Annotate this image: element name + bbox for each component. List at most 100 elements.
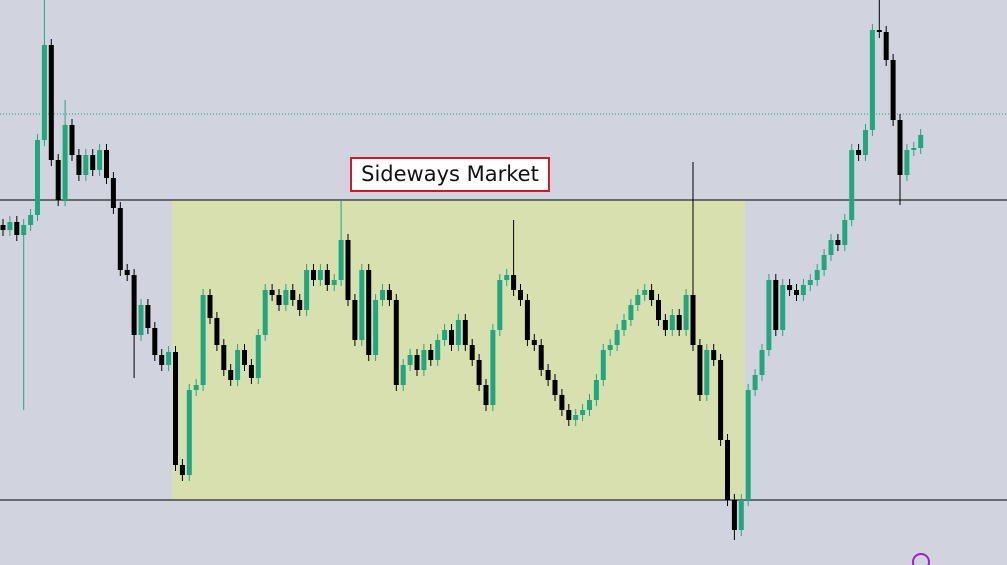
candle-body	[835, 240, 841, 245]
candle-body	[262, 290, 268, 335]
candle-body	[207, 295, 213, 318]
candle-body	[373, 300, 379, 355]
candle-body	[97, 150, 103, 170]
candle-body	[752, 375, 758, 390]
icon[interactable]	[912, 553, 930, 565]
candle-body	[393, 300, 399, 385]
candle-body	[283, 290, 289, 305]
candle-body	[780, 285, 786, 330]
candle-body	[545, 370, 551, 380]
candle-body	[483, 385, 489, 405]
candle-body	[186, 390, 192, 475]
candle-body	[587, 400, 592, 410]
candle-body	[435, 340, 441, 360]
candle-body	[794, 290, 799, 295]
candle-body	[290, 290, 296, 300]
candle-body	[731, 500, 737, 530]
candle-body	[331, 280, 337, 285]
candle-body	[28, 215, 34, 225]
candle-body	[690, 295, 696, 345]
candle-body	[359, 270, 365, 340]
candle-body	[911, 148, 917, 150]
candle-body	[14, 222, 20, 235]
candle-body	[242, 350, 247, 365]
candle-body	[807, 280, 813, 285]
candle-body	[738, 500, 744, 530]
candle-body	[304, 270, 310, 310]
candle-body	[166, 352, 172, 365]
candle-body	[110, 178, 116, 208]
candle-body	[918, 135, 924, 148]
candle-body	[821, 255, 827, 270]
candle-body	[490, 330, 496, 405]
candle-body	[497, 280, 503, 330]
annotation-box	[350, 157, 550, 192]
candle-body	[711, 350, 717, 360]
candle-body	[849, 150, 855, 220]
candle-body	[635, 295, 641, 305]
candle-body	[345, 240, 351, 300]
candle-body	[138, 305, 144, 335]
candle-body	[476, 360, 482, 385]
candle-body	[221, 345, 227, 370]
candle-body	[152, 328, 158, 355]
candle-body	[669, 315, 675, 330]
candle-body	[462, 320, 468, 345]
candle-body	[428, 350, 434, 360]
candle-body	[455, 320, 461, 345]
candle-body	[580, 410, 586, 415]
candle-body	[41, 45, 47, 140]
candle-body	[145, 305, 151, 328]
candle-body	[897, 120, 903, 175]
candle-body	[642, 290, 648, 295]
candle-body	[255, 335, 261, 378]
candle-body	[856, 150, 862, 155]
candle-body	[414, 355, 420, 370]
candle-body	[469, 345, 475, 360]
candle-body	[814, 270, 820, 280]
candle-body	[593, 380, 599, 400]
candle-body	[228, 370, 234, 380]
candle-body	[773, 280, 779, 330]
candle-body	[538, 345, 544, 370]
candle-body	[352, 300, 358, 340]
candle-body	[704, 350, 710, 395]
candle-body	[159, 355, 165, 365]
candle-body	[649, 290, 655, 300]
candle-body	[90, 155, 96, 170]
candle-body	[890, 60, 896, 120]
candle-body	[380, 290, 385, 300]
candle-body	[173, 352, 178, 465]
candle-body	[863, 130, 868, 155]
candle-body	[621, 320, 627, 330]
candle-body	[531, 340, 537, 345]
candle-body	[124, 270, 130, 275]
candle-body	[131, 275, 137, 335]
candle-body	[62, 125, 68, 200]
candle-body	[904, 150, 910, 175]
candle-body	[607, 345, 613, 350]
candle-body	[214, 318, 220, 345]
candle-body	[662, 320, 668, 330]
candle-body	[311, 270, 316, 280]
candle-body	[421, 350, 427, 370]
candle-body	[676, 315, 682, 330]
candle-body	[787, 285, 793, 290]
candle-body	[324, 270, 330, 285]
candle-body	[511, 275, 517, 290]
candle-body	[7, 222, 13, 230]
candle-body	[449, 330, 454, 345]
candle-layer	[0, 0, 924, 540]
candle-body	[442, 330, 448, 340]
candle-body	[400, 365, 406, 385]
candle-body	[745, 390, 751, 500]
candle-body	[683, 295, 689, 330]
candle-body	[800, 285, 806, 295]
annotation: Sideways Market	[361, 162, 539, 186]
candle-body	[566, 410, 572, 420]
candle-body	[48, 45, 54, 160]
candle-body	[76, 155, 82, 175]
candle-body	[0, 225, 6, 230]
